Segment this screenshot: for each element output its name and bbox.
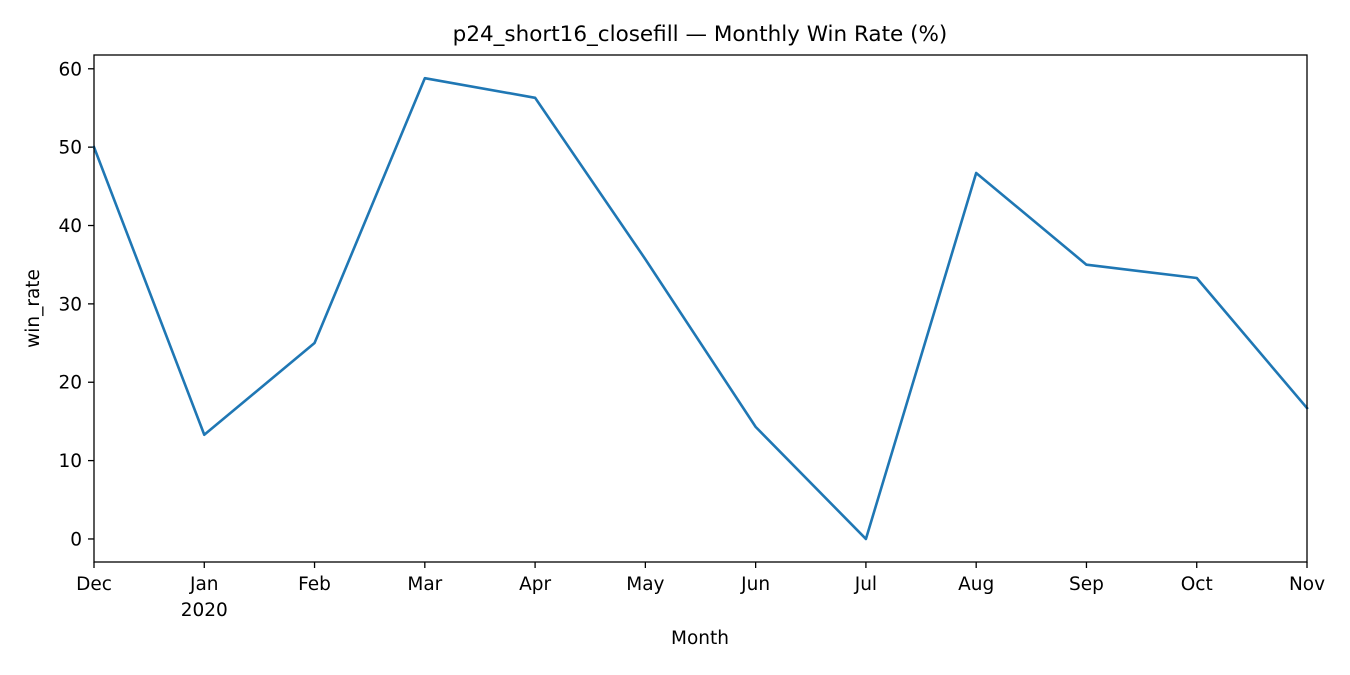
series-layer — [92, 76, 1309, 541]
y-tick-label: 10 — [58, 451, 82, 472]
y-tick-label: 0 — [70, 529, 82, 550]
x-tick-label: Jul — [854, 574, 877, 595]
x-axis-label: Month — [671, 628, 729, 649]
x-tick-label: Oct — [1181, 574, 1213, 595]
y-tick-label: 20 — [58, 373, 82, 394]
x-axis: Dec Jan 2020 Feb Mar Apr May Jun Jul Aug Sep Oct Nov — [76, 562, 1325, 621]
x-tick-label: Mar — [407, 574, 442, 595]
x-tick-label: Feb — [298, 574, 331, 595]
x-tick-label: Jan — [189, 574, 219, 595]
x-tick-label: Aug — [958, 574, 994, 595]
x-tick-sublabel: 2020 — [181, 600, 228, 621]
x-tick-label: May — [626, 574, 664, 595]
x-tick-label: Sep — [1069, 574, 1104, 595]
y-axis: 0 10 20 30 40 50 60 — [58, 59, 94, 550]
x-tick-label: Jun — [740, 574, 770, 595]
y-tick-label: 30 — [58, 294, 82, 315]
x-tick-label: Dec — [76, 574, 112, 595]
y-axis-label: win_rate — [23, 269, 44, 348]
plot-frame — [93, 54, 1308, 563]
y-tick-label: 50 — [58, 138, 82, 159]
chart-title: p24_short16_closefill — Monthly Win Rate… — [453, 22, 948, 47]
y-tick-label: 40 — [58, 216, 82, 237]
x-tick-label: Nov — [1289, 574, 1325, 595]
series-line — [92, 76, 1309, 541]
y-tick-label: 60 — [58, 59, 82, 80]
x-tick-label: Apr — [519, 574, 551, 595]
